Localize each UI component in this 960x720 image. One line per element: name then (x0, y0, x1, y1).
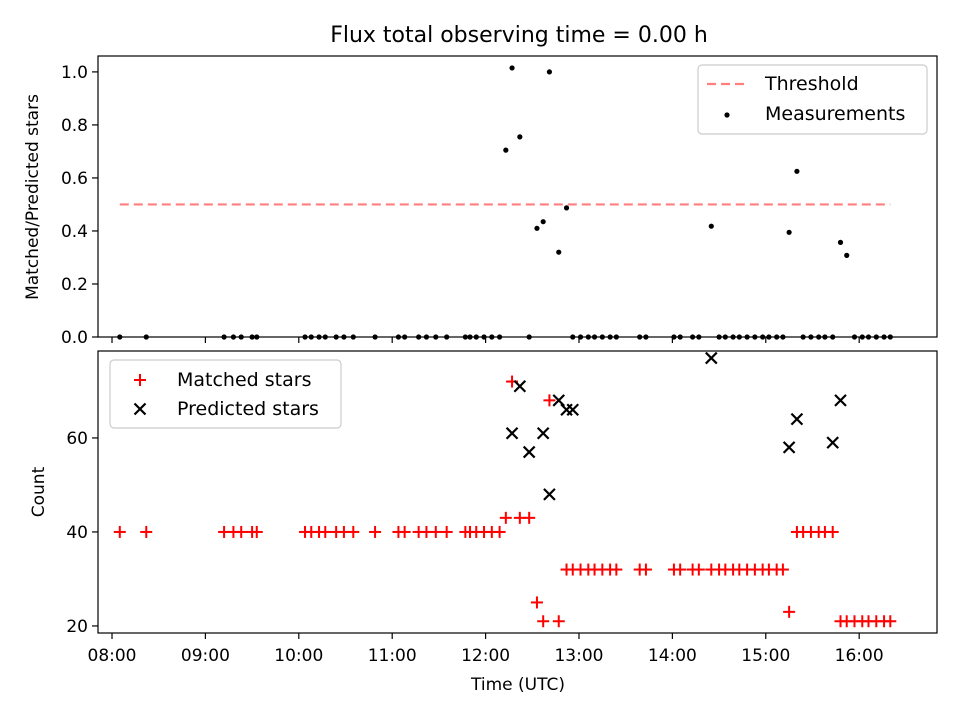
matched-point (543, 394, 556, 407)
predicted-points (505, 351, 847, 501)
top-ytick-label: 0.2 (61, 275, 88, 295)
bottom-legend-box (109, 359, 342, 429)
predicted-point (522, 445, 536, 459)
measurement-point (534, 225, 540, 231)
predicted-legend-label: Predicted stars (177, 398, 319, 420)
bottom-xtick-label: 11:00 (368, 646, 417, 666)
top-ytick-label: 0.4 (61, 222, 88, 242)
predicted-legend-swatch (133, 402, 147, 416)
bottom-xtick-label: 12:00 (461, 646, 510, 666)
bottom-xtick-label: 14:00 (648, 646, 697, 666)
top-legend-box (697, 64, 928, 135)
matched-legend-label: Matched stars (177, 369, 311, 391)
top-ytick-label: 0.0 (61, 328, 88, 348)
bottom-y-ticks: 20 40 60 (66, 429, 98, 637)
matched-point (537, 615, 550, 628)
measurement-point (844, 252, 850, 258)
matched-point (523, 511, 536, 524)
bottom-x-ticks: 08:00 09:00 10:00 11:00 12:00 13:00 14:00 15:00… (88, 633, 884, 666)
matched-legend-marker (134, 374, 146, 386)
matched-point (826, 525, 839, 538)
bottom-xtick-label: 09:00 (181, 646, 230, 666)
top-x-ticks (111, 337, 860, 343)
figure-title: Flux total observing time = 0.00 h (330, 23, 708, 48)
matched-point (369, 525, 382, 538)
bottom-ytick-label: 40 (66, 523, 88, 543)
matched-point (610, 563, 623, 576)
top-legend: Threshold Measurements (697, 64, 928, 135)
bottom-xtick-label: 13:00 (554, 646, 603, 666)
bottom-panel: Count Time (UTC) 20 40 60 08:00 09:00 10:00 1… (29, 350, 938, 695)
predicted-point (543, 488, 556, 501)
predicted-point (826, 436, 839, 449)
matched-point (692, 563, 705, 576)
predicted-point (782, 441, 796, 454)
matched-point (429, 525, 442, 538)
bottom-xtick-label: 10:00 (274, 646, 323, 666)
matched-point (499, 511, 512, 524)
bottom-xtick-label: 15:00 (741, 646, 790, 666)
bottom-xtick-label: 08:00 (88, 646, 137, 666)
predicted-point (505, 426, 519, 440)
matched-point (493, 525, 506, 538)
bottom-xtick-label: 16:00 (835, 646, 884, 666)
matched-point (639, 563, 652, 576)
measurement-point (563, 205, 570, 211)
top-ytick-label: 0.6 (61, 169, 88, 189)
matched-point (674, 563, 687, 576)
top-ytick-label: 0.8 (61, 116, 88, 136)
measurement-point (509, 65, 515, 71)
predicted-point (790, 412, 804, 426)
bottom-ylabel: Count (29, 466, 49, 517)
predicted-point (834, 394, 847, 407)
measurement-point (503, 147, 509, 153)
matched-points (113, 375, 897, 628)
top-ytick-label: 1.0 (61, 63, 88, 83)
top-panel: Matched/Predicted stars 0.0 0.2 0.4 0.6 0.8 1… (23, 55, 938, 348)
matched-point (319, 525, 332, 538)
measurement-point (708, 223, 714, 229)
measurements-legend-label: Measurements (765, 103, 905, 125)
matched-point (347, 525, 360, 538)
top-ylabel: Matched/Predicted stars (23, 94, 43, 300)
bottom-legend: Matched stars Predicted stars (109, 359, 342, 429)
predicted-point (513, 379, 527, 393)
matched-point (530, 596, 543, 609)
predicted-point (566, 403, 580, 417)
measurement-point (837, 239, 844, 245)
bottom-ytick-label: 20 (66, 617, 88, 637)
measurements-legend-swatch (724, 112, 730, 118)
top-y-ticks: 0.0 0.2 0.4 0.6 0.8 1.0 (61, 63, 98, 348)
matched-point (250, 525, 263, 538)
matched-point (884, 615, 897, 628)
matched-point (235, 525, 248, 538)
matched-point (552, 615, 565, 628)
matched-point (140, 525, 153, 538)
predicted-point (552, 394, 566, 407)
predicted-point (705, 351, 718, 365)
measurement-point (517, 134, 523, 140)
measurement-point (540, 219, 546, 225)
bottom-xlabel: Time (UTC) (470, 675, 565, 695)
matched-legend-swatch (134, 374, 146, 386)
measurement-point (556, 249, 562, 255)
measurement-point (546, 69, 553, 75)
threshold-legend-label: Threshold (764, 73, 859, 95)
bottom-ytick-label: 60 (66, 429, 88, 449)
top-axes-frame (97, 55, 938, 338)
bottom-axes-frame (97, 350, 938, 634)
measurement-point (794, 168, 800, 174)
matched-point (440, 525, 453, 538)
measurement-point (786, 229, 792, 235)
matched-point (776, 563, 789, 576)
matched-point (783, 605, 796, 618)
matched-point (398, 525, 411, 538)
predicted-point (536, 426, 550, 440)
matched-point (113, 525, 126, 538)
predicted-legend-marker (133, 402, 147, 416)
